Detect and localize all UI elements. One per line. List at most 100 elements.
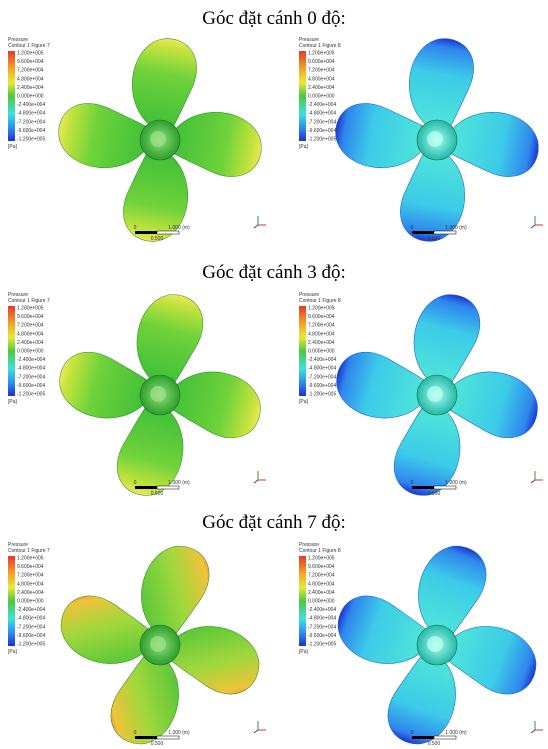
legend-tick-label: 7.200e+004 [17, 323, 44, 329]
scale-label: 1.000 (m) [445, 730, 467, 736]
legend-tick-label: 9.600e+004 [308, 59, 335, 65]
legend-tick-label: 7.200e+004 [308, 68, 335, 74]
legend-tick-label: -4.800e+004 [308, 111, 336, 117]
legend-tick-label: 7.200e+004 [17, 573, 44, 579]
panel: PressureContour 1 Figure 71.200e+0059.60… [8, 287, 268, 503]
panel: PressureContour 1 Figure 81.200e+0059.60… [299, 287, 545, 503]
legend-tick-label: 0.000e+000 [17, 349, 44, 355]
legend-tick-label: -2.400e+004 [308, 357, 336, 363]
propeller-hub-cap [427, 131, 443, 147]
legend-tick-label: -2.400e+004 [308, 607, 336, 613]
legend-tick-label: 4.800e+004 [308, 581, 335, 587]
scale-bar-black [412, 231, 434, 234]
scale-bar-white [157, 736, 179, 739]
scale-bar-black [412, 736, 434, 739]
scale-label: 0.500 [428, 741, 441, 747]
color-bar [299, 556, 306, 646]
legend-tick-label: -7.200e+004 [308, 624, 336, 630]
legend-tick-label: -4.800e+004 [308, 366, 336, 372]
axis-triad [254, 730, 258, 733]
legend-tick-label: 4.800e+004 [308, 331, 335, 337]
legend-unit: [Pa] [299, 649, 309, 655]
scale-bar-black [412, 486, 434, 489]
legend-tick-label: 1.200e+005 [17, 306, 44, 312]
scale-label: 0 [134, 225, 137, 231]
legend-tick-label: -4.800e+004 [17, 111, 45, 117]
propeller-hub-cap [427, 636, 443, 652]
scale-bar-white [157, 231, 179, 234]
legend-tick-label: -7.200e+004 [17, 119, 45, 125]
scale-label: 0 [411, 730, 414, 736]
color-bar [299, 306, 306, 396]
legend-tick-label: -4.800e+004 [17, 616, 45, 622]
row-title: Góc đặt cánh 3 độ: [202, 262, 346, 283]
scale-bar-white [434, 486, 456, 489]
axis-triad [254, 480, 258, 483]
scale-label: 0.500 [151, 741, 164, 747]
legend-tick-label: 1.200e+005 [308, 556, 335, 562]
legend-unit: [Pa] [8, 649, 18, 655]
legend-tick-label: -4.800e+004 [17, 366, 45, 372]
legend-tick-label: -7.200e+004 [17, 624, 45, 630]
legend-tick-label: 2.400e+004 [308, 590, 335, 596]
legend-tick-label: -7.200e+004 [17, 374, 45, 380]
legend-subtitle: Contour 1 Figure 8 [299, 43, 341, 49]
legend-tick-label: 0.000e+000 [308, 349, 335, 355]
figure: Góc đặt cánh 0 độ: PressureContour 1 Figu… [0, 0, 548, 749]
legend-subtitle: Contour 1 Figure 7 [8, 298, 50, 304]
legend-tick-label: -1.200e+005 [308, 642, 336, 648]
scale-label: 0.500 [151, 491, 164, 497]
legend-tick-label: 9.600e+004 [17, 564, 44, 570]
axis-triad [531, 225, 535, 228]
legend-tick-label: -9.600e+004 [17, 633, 45, 639]
legend-subtitle: Contour 1 Figure 8 [299, 548, 341, 554]
scale-bar-white [434, 231, 456, 234]
scale-label: 1.000 (m) [445, 480, 467, 486]
propeller-hub-cap [427, 386, 443, 402]
legend-tick-label: 2.400e+004 [308, 340, 335, 346]
row-title: Góc đặt cánh 0 độ: [202, 8, 346, 29]
legend-tick-label: 9.600e+004 [17, 59, 44, 65]
legend-tick-label: -1.200e+005 [308, 137, 336, 143]
scale-label: 1.000 (m) [168, 225, 190, 231]
legend-tick-label: 2.400e+004 [17, 340, 44, 346]
legend-unit: [Pa] [299, 399, 309, 405]
scale-label: 1.000 (m) [168, 480, 190, 486]
legend-unit: [Pa] [8, 399, 18, 405]
color-bar [8, 556, 15, 646]
legend-tick-label: 1.200e+005 [308, 51, 335, 57]
propeller-hub-cap [150, 386, 166, 402]
legend-tick-label: 9.600e+004 [17, 314, 44, 320]
legend-tick-label: -1.200e+005 [308, 392, 336, 398]
legend-tick-label: 7.200e+004 [308, 323, 335, 329]
scale-label: 0.500 [151, 236, 164, 242]
legend-tick-label: 7.200e+004 [308, 573, 335, 579]
scale-bar-black [135, 231, 157, 234]
legend-tick-label: 2.400e+004 [17, 85, 44, 91]
row-title: Góc đặt cánh 7 độ: [202, 512, 346, 533]
color-bar [299, 51, 306, 141]
legend-tick-label: -4.800e+004 [308, 616, 336, 622]
legend-subtitle: Contour 1 Figure 7 [8, 548, 50, 554]
legend-tick-label: -1.200e+005 [17, 137, 45, 143]
legend-tick-label: -2.400e+004 [17, 102, 45, 108]
axis-triad [531, 480, 535, 483]
axis-triad [531, 730, 535, 733]
propeller-hub-cap [150, 636, 166, 652]
legend-tick-label: 1.200e+005 [308, 306, 335, 312]
legend-tick-label: -9.600e+004 [308, 383, 336, 389]
scale-label: 0.500 [428, 236, 441, 242]
legend-tick-label: -2.400e+004 [17, 607, 45, 613]
scale-bar-white [157, 486, 179, 489]
legend-tick-label: 1.200e+005 [17, 51, 44, 57]
color-bar [8, 306, 15, 396]
propeller-hub-cap [150, 131, 166, 147]
legend-unit: [Pa] [299, 144, 309, 150]
scale-label: 0 [134, 730, 137, 736]
legend-tick-label: 0.000e+000 [17, 94, 44, 100]
legend-tick-label: 0.000e+000 [308, 599, 335, 605]
scale-label: 0 [411, 225, 414, 231]
